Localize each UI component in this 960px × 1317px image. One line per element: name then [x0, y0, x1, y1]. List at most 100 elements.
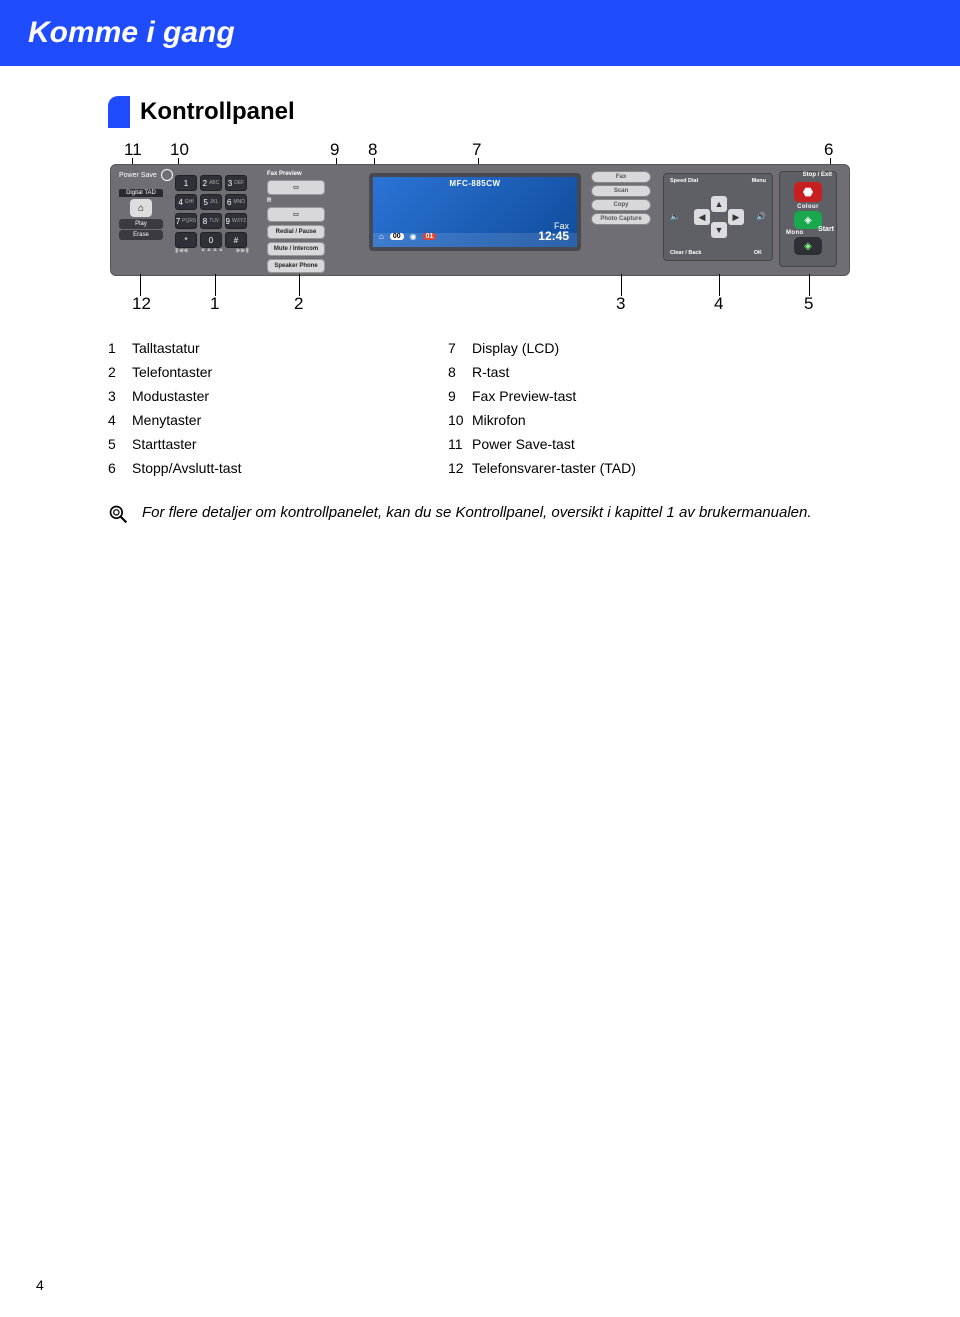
menu-label: Menu — [752, 178, 766, 184]
key-0[interactable]: 0 — [200, 232, 222, 248]
fax-preview-label: Fax Preview — [267, 171, 325, 177]
callout-9: 9 — [330, 140, 339, 160]
digital-tad-label: Digital TAD — [119, 189, 163, 197]
tad-button[interactable]: ⌂ — [130, 199, 152, 217]
key-2[interactable]: 2ABC — [200, 175, 222, 191]
page-header: Komme i gang — [0, 0, 960, 66]
legend-item: 4Menytaster — [108, 412, 448, 428]
speaker-button[interactable]: Speaker Phone — [267, 259, 325, 273]
leader — [621, 274, 622, 296]
legend-item: 11Power Save-tast — [448, 436, 788, 452]
start-label: Start — [818, 226, 834, 233]
power-save-button[interactable] — [161, 169, 173, 181]
key-9[interactable]: 9WXYZ — [225, 213, 247, 229]
leader — [140, 274, 141, 296]
mute-button[interactable]: Mute / Intercom — [267, 242, 325, 256]
home-icon: ⌂ — [379, 232, 384, 241]
rewind-icon: ▮◀◀ — [175, 247, 188, 254]
callout-5: 5 — [804, 294, 813, 314]
photo-mode-button[interactable]: Photo Capture — [591, 213, 651, 225]
fax-mode-button[interactable]: Fax — [591, 171, 651, 183]
callout-7: 7 — [472, 140, 481, 160]
key-4[interactable]: 4GHI — [175, 194, 197, 210]
forward-icon: ▶▶▮ — [236, 247, 249, 254]
key-star[interactable]: * — [175, 232, 197, 248]
legend-item: 6Stopp/Avslutt-tast — [108, 460, 448, 476]
page-number: 4 — [36, 1277, 44, 1293]
dpad-down[interactable]: ▼ — [711, 222, 727, 238]
stop-button[interactable]: ⬣ — [794, 182, 822, 202]
record-icon: ▲▲▲▲ — [200, 247, 224, 254]
section-marker — [108, 96, 130, 128]
callout-3: 3 — [616, 294, 625, 314]
dpad: ▲ ▼ ◀ ▶ — [698, 196, 740, 238]
panel-body: Power Save Digital TAD ⌂ Play Erase 1 2A… — [110, 164, 850, 276]
key-6[interactable]: 6MNO — [225, 194, 247, 210]
menu-nav-group: Speed Dial Menu Clear / Back OK 🔈 🔊 ▲ ▼ … — [663, 173, 773, 261]
callout-10: 10 — [170, 140, 189, 160]
mode-buttons: Fax Scan Copy Photo Capture — [591, 171, 651, 225]
play-button[interactable]: Play — [119, 219, 163, 229]
power-save-label: Power Save — [119, 169, 173, 181]
vol-up-icon: 🔊 — [756, 212, 766, 221]
note-text: For flere detaljer om kontrollpanelet, k… — [142, 504, 812, 521]
legend-right: 7Display (LCD) 8R-tast 9Fax Preview-tast… — [448, 340, 788, 484]
legend: 1Talltastatur 2Telefontaster 3Modustaste… — [108, 340, 960, 484]
section-title: Kontrollpanel — [140, 98, 295, 126]
key-7[interactable]: 7PQRS — [175, 213, 197, 229]
legend-item: 8R-tast — [448, 364, 788, 380]
note: For flere detaljer om kontrollpanelet, k… — [108, 504, 960, 524]
r-label: R — [267, 198, 325, 204]
callout-1: 1 — [210, 294, 219, 314]
redial-button[interactable]: Redial / Pause — [267, 225, 325, 239]
legend-item: 12Telefonsvarer-taster (TAD) — [448, 460, 788, 476]
magnifier-icon — [108, 504, 128, 524]
leader — [215, 274, 216, 296]
copy-mode-button[interactable]: Copy — [591, 199, 651, 211]
callout-6: 6 — [824, 140, 833, 160]
badge-00: 00 — [390, 233, 404, 240]
erase-button[interactable]: Erase — [119, 230, 163, 240]
fax-preview-button[interactable]: ▭ — [267, 180, 325, 195]
legend-item: 10Mikrofon — [448, 412, 788, 428]
dial-keypad: 1 2ABC 3DEF 4GHI 5JKL 6MNO 7PQRS 8TUV 9W… — [175, 175, 247, 248]
dpad-left[interactable]: ◀ — [694, 209, 710, 225]
colour-label: Colour — [780, 204, 836, 210]
screen-icons: ⌂ 00 ◉ 01 — [379, 232, 436, 241]
callout-12: 12 — [132, 294, 151, 314]
dpad-right[interactable]: ▶ — [728, 209, 744, 225]
section-heading: Kontrollpanel — [108, 96, 960, 128]
legend-left: 1Talltastatur 2Telefontaster 3Modustaste… — [108, 340, 448, 484]
key-1[interactable]: 1 — [175, 175, 197, 191]
callout-11: 11 — [124, 140, 142, 160]
key-3[interactable]: 3DEF — [225, 175, 247, 191]
stop-exit-label: Stop / Exit — [780, 172, 836, 178]
leader — [809, 274, 810, 296]
power-save-text: Power Save — [119, 172, 157, 179]
dpad-up[interactable]: ▲ — [711, 196, 727, 212]
callout-2: 2 — [294, 294, 303, 314]
page-title: Komme i gang — [28, 16, 235, 50]
mono-start-button[interactable]: ◈ — [794, 237, 822, 255]
model-label: MFC-885CW — [449, 179, 500, 188]
lcd-display: MFC-885CW Fax 12:45 ⌂ 00 ◉ 01 — [369, 173, 581, 251]
key-5[interactable]: 5JKL — [200, 194, 222, 210]
legend-item: 1Talltastatur — [108, 340, 448, 356]
legend-item: 5Starttaster — [108, 436, 448, 452]
start-stop-group: Stop / Exit ⬣ Colour ◈ Mono ◈ Start — [779, 171, 837, 267]
digital-tad-group: Digital TAD ⌂ Play Erase — [119, 189, 163, 241]
r-button[interactable]: ▭ — [267, 207, 325, 222]
key-hash[interactable]: # — [225, 232, 247, 248]
legend-item: 9Fax Preview-tast — [448, 388, 788, 404]
legend-item: 7Display (LCD) — [448, 340, 788, 356]
keypad-nav-icons: ▮◀◀ ▲▲▲▲ ▶▶▮ — [175, 247, 249, 254]
legend-item: 2Telefontaster — [108, 364, 448, 380]
badge-01: 01 — [423, 233, 437, 240]
key-8[interactable]: 8TUV — [200, 213, 222, 229]
telephone-buttons: Fax Preview ▭ R ▭ Redial / Pause Mute / … — [267, 171, 325, 273]
control-panel-figure: 11 10 9 8 7 6 Power Save Digital TAD ⌂ P… — [110, 146, 850, 316]
legend-item: 3Modustaster — [108, 388, 448, 404]
callout-4: 4 — [714, 294, 723, 314]
callout-8: 8 — [368, 140, 377, 160]
scan-mode-button[interactable]: Scan — [591, 185, 651, 197]
